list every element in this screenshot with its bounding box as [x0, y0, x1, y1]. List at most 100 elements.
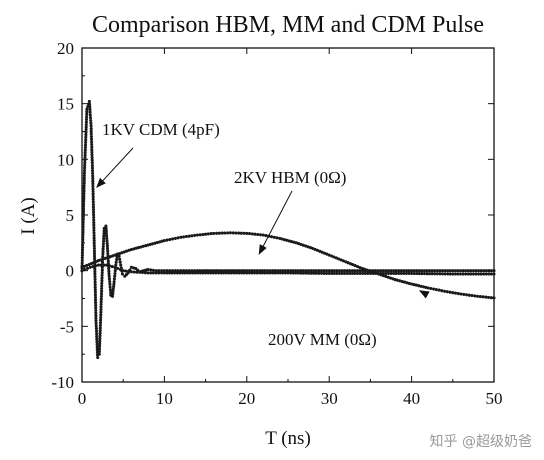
- data-point: [398, 279, 402, 283]
- data-point: [85, 107, 89, 111]
- data-point: [81, 238, 85, 242]
- data-point: [118, 268, 123, 272]
- data-point: [91, 195, 95, 199]
- data-point: [91, 179, 95, 183]
- data-point: [466, 272, 470, 276]
- data-point: [272, 235, 276, 239]
- data-point: [171, 237, 175, 241]
- data-point: [107, 277, 111, 281]
- data-point: [93, 285, 97, 289]
- data-point: [106, 249, 110, 253]
- data-point: [101, 242, 105, 246]
- data-point: [85, 115, 89, 119]
- data-point: [265, 269, 269, 273]
- data-point: [201, 271, 205, 275]
- data-point: [96, 263, 101, 267]
- y-tick-label: -10: [51, 373, 74, 392]
- data-point: [448, 272, 452, 276]
- data-point: [420, 269, 424, 273]
- data-point: [301, 243, 305, 247]
- data-point: [479, 272, 483, 276]
- data-point: [92, 213, 96, 217]
- data-point: [81, 222, 85, 226]
- data-point: [393, 278, 397, 282]
- data-point: [83, 166, 87, 170]
- data-point: [90, 142, 94, 146]
- data-point: [296, 271, 300, 275]
- data-point: [353, 264, 357, 268]
- data-point: [229, 271, 233, 275]
- data-point: [115, 257, 119, 262]
- data-point: [325, 269, 329, 273]
- data-point: [489, 272, 493, 276]
- data-point: [84, 140, 88, 144]
- data-point: [118, 260, 122, 264]
- data-point: [85, 266, 90, 270]
- data-point: [479, 269, 483, 273]
- data-point: [252, 269, 257, 273]
- data-point: [93, 270, 97, 274]
- data-point: [83, 145, 87, 150]
- data-point: [91, 171, 95, 175]
- data-point: [160, 271, 164, 275]
- data-point: [98, 344, 102, 348]
- data-point: [317, 271, 321, 275]
- data-point: [91, 205, 95, 209]
- data-point: [412, 269, 416, 273]
- data-point: [89, 132, 93, 136]
- data-point: [289, 271, 293, 275]
- data-point: [294, 269, 298, 273]
- data-point: [104, 224, 108, 228]
- data-point: [469, 269, 473, 273]
- data-point: [332, 269, 336, 273]
- data-point: [88, 113, 92, 117]
- data-point: [102, 229, 106, 233]
- data-point: [315, 248, 319, 252]
- data-point: [319, 269, 324, 273]
- data-point: [332, 255, 336, 259]
- data-point: [341, 259, 345, 263]
- data-point: [83, 158, 87, 162]
- data-point: [91, 177, 95, 181]
- data-point: [304, 271, 308, 275]
- data-point: [330, 269, 334, 273]
- data-point: [191, 271, 195, 275]
- data-point: [92, 246, 96, 250]
- data-point: [84, 130, 88, 134]
- data-point: [91, 265, 95, 269]
- data-point: [99, 300, 103, 304]
- data-point: [120, 272, 124, 276]
- data-point: [379, 271, 383, 275]
- data-point: [226, 231, 230, 235]
- data-point: [425, 269, 429, 273]
- data-point: [462, 292, 466, 296]
- data-point: [345, 271, 349, 275]
- data-point: [96, 355, 100, 360]
- data-point: [82, 181, 86, 185]
- data-point: [350, 271, 354, 275]
- data-point: [281, 271, 285, 275]
- data-point: [146, 268, 150, 272]
- data-point: [358, 271, 362, 275]
- data-point: [92, 252, 97, 256]
- data-point: [105, 236, 109, 241]
- data-point: [446, 269, 450, 273]
- data-point: [260, 269, 264, 273]
- data-point: [428, 269, 432, 273]
- data-point: [309, 269, 313, 273]
- data-point: [93, 257, 97, 261]
- data-point: [291, 269, 295, 273]
- data-point: [430, 269, 434, 273]
- data-point: [105, 234, 109, 238]
- data-point: [309, 271, 313, 275]
- data-point: [429, 286, 433, 291]
- data-point: [81, 240, 85, 244]
- data-point: [247, 271, 251, 275]
- data-point: [90, 163, 94, 168]
- data-point: [162, 269, 166, 273]
- data-point: [82, 199, 86, 203]
- data-point: [99, 297, 103, 301]
- data-point: [376, 271, 380, 275]
- data-point: [83, 148, 87, 152]
- data-point: [407, 271, 411, 275]
